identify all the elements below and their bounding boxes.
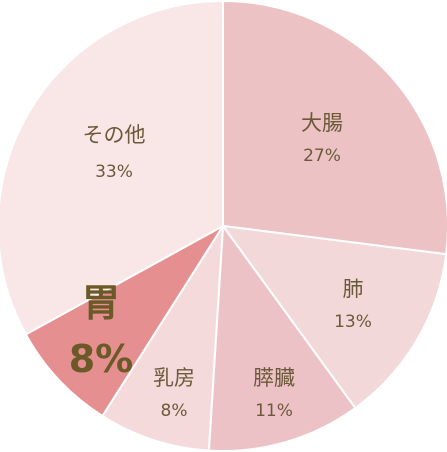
slice-value-label-3: 8%	[161, 401, 188, 421]
pie-slice-3	[101, 225, 224, 452]
slice-label-1: 肺	[343, 277, 364, 301]
pie-labels: 大腸 27% 肺 13% 膵臓 11% 乳房 8% 胃 8% その他 33%	[69, 111, 372, 421]
pie-slice-5	[0, 0, 224, 336]
slice-label-2: 膵臓	[253, 366, 295, 390]
pie-slice-2	[207, 223, 357, 452]
slice-value-label-2: 11%	[255, 401, 293, 421]
pie-slice-0	[222, 0, 447, 256]
slice-value-label-4: 8%	[69, 337, 134, 381]
slice-label-0: 大腸	[301, 111, 343, 135]
pie-slice-1	[220, 224, 447, 410]
slice-value-label-0: 27%	[303, 146, 341, 166]
slice-value-label-5: 33%	[95, 162, 133, 182]
slice-label-4: 胃	[82, 281, 120, 325]
pie-slice-4	[24, 225, 224, 418]
slice-label-3: 乳房	[153, 366, 195, 390]
slice-value-label-1: 13%	[334, 312, 372, 332]
slice-label-5: その他	[83, 123, 146, 147]
